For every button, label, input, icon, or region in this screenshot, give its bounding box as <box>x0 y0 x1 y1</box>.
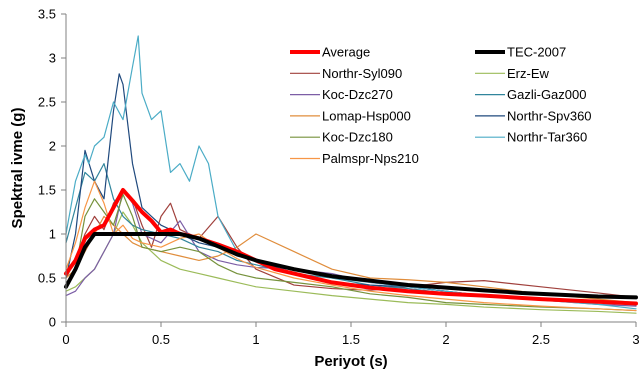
y-tick-label: 0.5 <box>38 271 56 286</box>
legend: Average TEC-2007 Northr-Syl090 Erz-Ew Koc-Dz… <box>290 45 592 166</box>
legend-label-palmspr-nps210: Palmspr-Nps210 <box>322 151 419 166</box>
y-tick-labels: 0 0.5 1 1.5 2 2.5 3 3.5 <box>38 7 66 330</box>
legend-label-tec-2007: TEC-2007 <box>507 45 566 60</box>
legend-label-average: Average <box>322 45 370 60</box>
x-tick-label: 3 <box>632 332 639 347</box>
x-tick-label: 0 <box>62 332 69 347</box>
y-tick-label: 3 <box>49 51 56 66</box>
x-tick-label: 2 <box>442 332 449 347</box>
y-tick-label: 0 <box>49 315 56 330</box>
legend-label-gazli-gaz000: Gazli-Gaz000 <box>507 87 586 102</box>
series-line-tec-2007 <box>64 232 638 300</box>
x-tick-label: 1 <box>252 332 259 347</box>
legend-label-koc-dzc270: Koc-Dzc270 <box>322 87 393 102</box>
series-line-koc-dzc270 <box>65 189 637 307</box>
series-lines <box>64 35 638 314</box>
series-line-koc-dzc180 <box>65 193 637 312</box>
y-tick-label: 1.5 <box>38 183 56 198</box>
axes <box>65 14 636 323</box>
legend-label-northr-tar360: Northr-Tar360 <box>507 130 587 145</box>
legend-label-northr-syl090: Northr-Syl090 <box>322 66 402 81</box>
x-tick-label: 1.5 <box>342 332 360 347</box>
y-tick-label: 1 <box>49 227 56 242</box>
x-tick-label: 0.5 <box>152 332 170 347</box>
y-tick-label: 3.5 <box>38 7 56 22</box>
x-tick-labels: 0 0.5 1 1.5 2 2.5 3 <box>62 322 640 347</box>
x-axis-title: Periyot (s) <box>314 353 387 370</box>
legend-label-lomap-hsp000: Lomap-Hsp000 <box>322 108 411 123</box>
y-axis-title: Spektral ivme (g) <box>9 108 26 229</box>
x-tick-label: 2.5 <box>532 332 550 347</box>
legend-label-erz-ew: Erz-Ew <box>507 66 550 81</box>
legend-label-koc-dzc180: Koc-Dzc180 <box>322 130 393 145</box>
series-line-northr-tar360 <box>65 35 637 310</box>
y-tick-label: 2.5 <box>38 95 56 110</box>
y-tick-label: 2 <box>49 139 56 154</box>
legend-label-northr-spv360: Northr-Spv360 <box>507 108 592 123</box>
